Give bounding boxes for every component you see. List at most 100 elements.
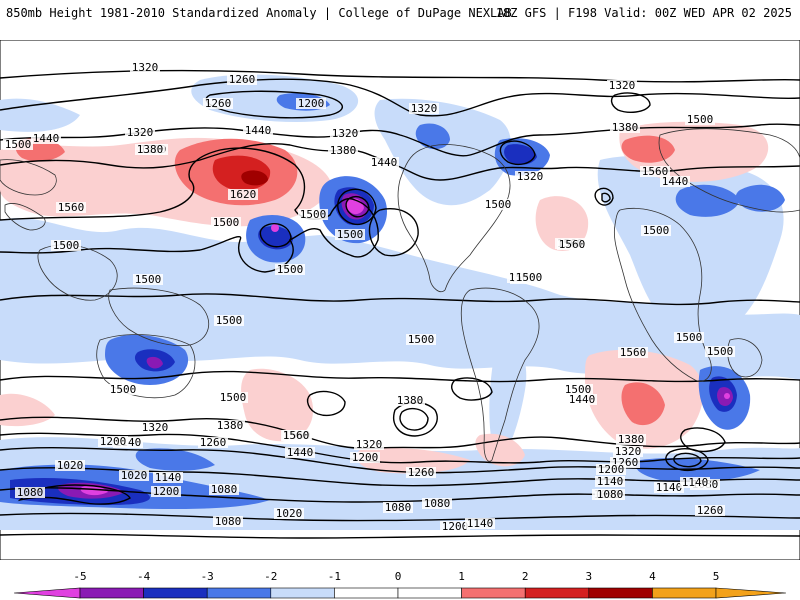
contour-label-bg — [641, 225, 671, 236]
colorbar-segment — [588, 587, 653, 599]
contour-label: 1500 — [277, 263, 304, 276]
contour-label-bg — [596, 464, 626, 475]
contour-label: 1020 — [121, 469, 148, 482]
colorbar-tick-label: 1 — [458, 570, 465, 583]
contour-label-bg — [328, 145, 358, 156]
contour-label: 1560 — [559, 238, 586, 251]
contour-label-bg — [228, 189, 258, 200]
contour-label-bg — [209, 484, 239, 495]
contour-label-bg — [567, 394, 597, 405]
colorbar-segment — [270, 587, 335, 599]
contour-label: 1320 — [615, 445, 642, 458]
contour-label-bg — [119, 470, 149, 481]
contour-label-bg — [563, 384, 593, 395]
contour-label: 1020 — [276, 507, 303, 520]
contour-label: 1620 — [230, 188, 257, 201]
map-title: 850mb Height 1981-2010 Standardized Anom… — [6, 6, 512, 20]
contour-label-bg — [680, 477, 710, 488]
contour-label: 1320 — [332, 127, 359, 140]
colorbar-tick-label: -4 — [137, 570, 151, 583]
contour-label: 1560 — [620, 346, 647, 359]
colorbar-tick-label: -3 — [201, 570, 214, 583]
colorbar-tick-label: 5 — [713, 570, 720, 583]
contour-label-bg — [640, 166, 670, 177]
contour-label: 1500 — [5, 138, 32, 151]
contour-label: 1260 — [200, 436, 227, 449]
anomaly-pos4-regions — [241, 170, 268, 186]
contour-label-bg — [140, 422, 170, 433]
contour-label: 1140 — [467, 517, 494, 530]
contour-label-bg — [218, 392, 248, 403]
contour-label-bg — [285, 447, 315, 458]
contour-label: 1320 — [411, 102, 438, 115]
contour-label: 1260 — [697, 504, 724, 517]
contour-label-bg — [133, 274, 163, 285]
contour-label-bg — [298, 209, 328, 220]
contour-label: 1500 — [216, 314, 243, 327]
contour-label-bg — [55, 460, 85, 471]
contour-label-bg — [227, 74, 257, 85]
colorbar-tick-label: 4 — [649, 570, 656, 583]
contour-label: 1200 — [100, 435, 127, 448]
contour-label-bg — [108, 384, 138, 395]
contour-label-bg — [130, 62, 160, 73]
contour-labels: 1320126012001260132013201440138014401500… — [3, 61, 735, 533]
contour-label: 1080 — [424, 497, 451, 510]
contour-label-bg — [383, 502, 413, 513]
contour-label: 1500 — [337, 228, 364, 241]
contour-label-bg — [409, 103, 439, 114]
contour-label-bg — [354, 439, 384, 450]
contour-label: 1560 — [58, 201, 85, 214]
contour-label: 1140 — [682, 476, 709, 489]
contour-label-bg — [607, 80, 637, 91]
contour-label-bg — [515, 171, 545, 182]
contour-label: 1500 — [687, 113, 714, 126]
contour-label-bg — [213, 516, 243, 527]
contour-label: 1440 — [245, 124, 272, 137]
contour-label: 1080 — [215, 515, 242, 528]
contour-label: 1200 — [352, 451, 379, 464]
contour-label: 1380 — [397, 394, 424, 407]
contour-label-bg — [369, 157, 399, 168]
contour-label-bg — [695, 505, 725, 516]
contour-label-bg — [616, 434, 646, 445]
contour-label: 1200 — [298, 97, 325, 110]
contour-label-bg — [214, 315, 244, 326]
contour-label-bg — [350, 452, 380, 463]
contour-label: 1500 — [220, 391, 247, 404]
contour-label: 1380 — [612, 121, 639, 134]
contour-label-bg — [274, 508, 304, 519]
colorbar-segment — [206, 587, 272, 599]
model-run-label: 18Z GFS | F198 Valid: 00Z WED APR 02 202… — [495, 6, 792, 20]
contour-label: 1500 — [516, 271, 543, 284]
contour-label: 1140 — [597, 475, 624, 488]
contour-label: 1260 — [229, 73, 256, 86]
coastlines — [0, 128, 800, 462]
contour-label-bg — [330, 128, 360, 139]
contour-label-bg — [613, 446, 643, 457]
contour-label: 1260 — [205, 97, 232, 110]
contour-label-bg — [215, 420, 245, 431]
contour-label: 1500 — [135, 273, 162, 286]
contour-label: 1440 — [569, 393, 596, 406]
contour-label: 1500 — [565, 383, 592, 396]
colorbar-tick-label: -2 — [264, 570, 277, 583]
contour-label-bg — [422, 498, 452, 509]
contour-label-bg — [595, 489, 625, 500]
contour-label-bg — [660, 176, 690, 187]
contour-label: 1440 — [287, 446, 314, 459]
contour-label-bg — [151, 486, 181, 497]
contour-label-bg — [135, 144, 165, 155]
contour-label: 1500 — [300, 208, 327, 221]
colorbar-segment — [397, 587, 462, 599]
contour-label-bg — [685, 114, 715, 125]
contour-label: 1380 — [137, 143, 164, 156]
contour-label: 1080 — [597, 488, 624, 501]
contour-label: 1320 — [132, 61, 159, 74]
contour-label-bg — [595, 476, 625, 487]
colorbar-tick-label: 2 — [522, 570, 529, 583]
contour-label-bg — [335, 229, 365, 240]
contour-label-bg — [618, 347, 648, 358]
contour-label: 1500 — [643, 224, 670, 237]
contour-label: 1200 — [153, 485, 180, 498]
